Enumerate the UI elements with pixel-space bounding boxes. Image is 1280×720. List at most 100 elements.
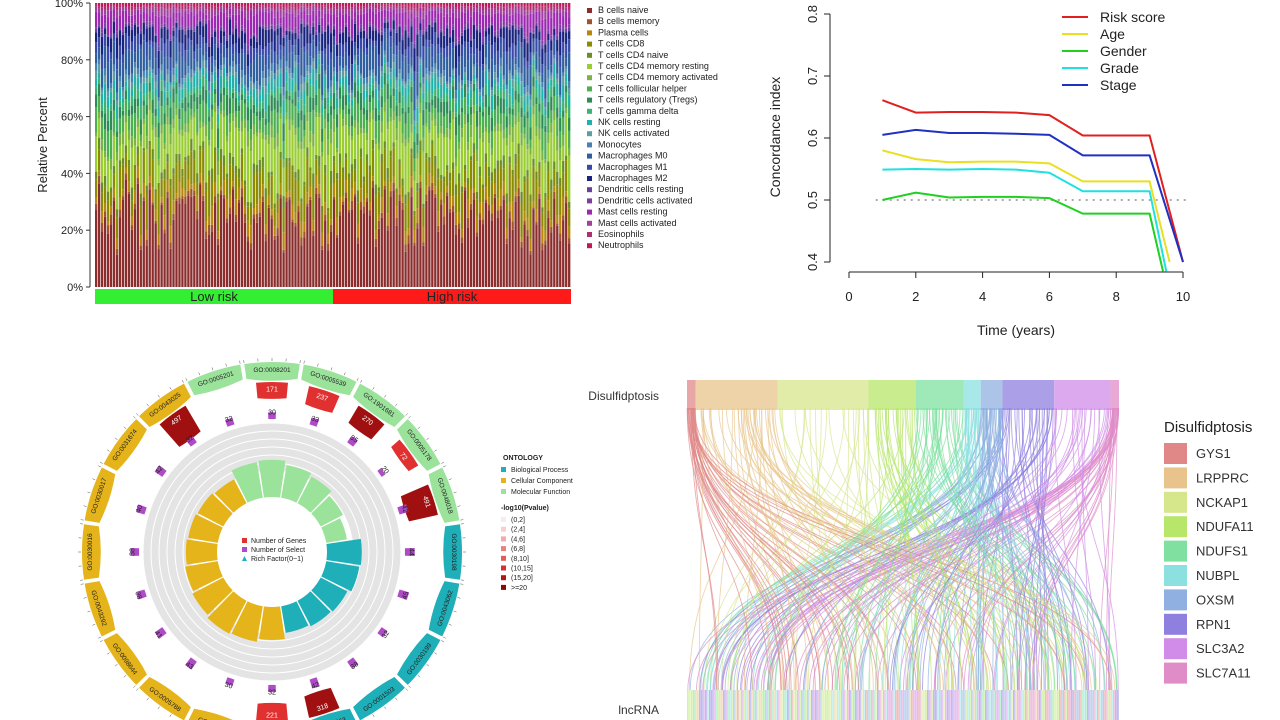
bar-segment <box>544 3 547 7</box>
bar-segment <box>267 3 270 5</box>
bar-segment <box>413 17 416 42</box>
bar-segment <box>118 7 122 16</box>
bar-segment <box>437 112 440 134</box>
bar-segment <box>338 215 342 287</box>
bar-segment <box>231 6 235 15</box>
sankey-flow <box>935 407 1069 691</box>
bar-segment <box>267 29 270 44</box>
bar-segment <box>532 13 535 30</box>
legend-label: Mast cells resting <box>598 207 668 217</box>
bar-segment <box>109 10 113 34</box>
bar-segment <box>285 28 288 30</box>
bar-segment <box>499 72 502 88</box>
bar-segment <box>374 121 377 139</box>
bar-segment <box>538 40 541 58</box>
bar-segment <box>121 5 125 8</box>
bar-segment <box>124 69 128 75</box>
bar-segment <box>568 18 571 25</box>
bar-segment <box>133 168 136 191</box>
bar-segment <box>514 5 517 13</box>
bar-segment <box>365 161 369 194</box>
bar-segment <box>350 9 354 19</box>
bar-segment <box>350 188 354 201</box>
bar-segment <box>166 74 169 82</box>
bar-segment <box>151 11 154 22</box>
bar-segment <box>193 7 196 9</box>
bar-segment <box>184 30 187 35</box>
bar-segment <box>234 8 238 15</box>
bar-segment <box>353 127 357 159</box>
bar-segment <box>172 3 175 5</box>
bar-segment <box>106 36 110 47</box>
bar-segment <box>228 213 232 287</box>
sankey-target-node <box>769 690 771 720</box>
bar-segment <box>350 39 354 41</box>
bar-segment <box>175 66 178 79</box>
bar-segment <box>469 114 473 126</box>
bar-segment <box>315 90 318 95</box>
bar-segment <box>446 192 449 196</box>
bar-segment <box>341 3 345 7</box>
sankey-target-node <box>791 690 793 720</box>
bar-segment <box>333 119 336 133</box>
bar-segment <box>452 169 455 197</box>
bar-segment <box>416 228 419 287</box>
bar-segment <box>136 68 139 75</box>
select-count-bar <box>185 657 197 670</box>
bar-segment <box>130 23 134 27</box>
bar-segment <box>425 27 428 29</box>
bar-segment <box>285 5 288 9</box>
bar-segment <box>446 24 449 29</box>
bar-segment <box>181 28 184 30</box>
bar-segment <box>318 155 321 167</box>
bar-segment <box>151 5 154 7</box>
bar-segment <box>535 38 538 53</box>
bar-segment <box>526 6 529 11</box>
bar-segment <box>127 130 131 140</box>
legend-label: Mast cells activated <box>598 218 677 228</box>
sankey-flow <box>824 407 1081 691</box>
bar-segment <box>225 94 229 116</box>
bar-segment <box>163 179 166 216</box>
bar-segment <box>136 4 139 8</box>
scale-tick <box>317 363 319 367</box>
bar-segment <box>333 161 336 183</box>
bar-segment <box>446 3 449 7</box>
bar-segment <box>389 196 392 287</box>
sankey-flows <box>686 380 1120 720</box>
bar-segment <box>353 46 357 56</box>
bar-segment <box>469 203 473 210</box>
bar-segment <box>425 31 428 40</box>
bar-segment <box>294 29 297 33</box>
bar-segment <box>139 34 142 45</box>
bar-segment <box>330 33 333 53</box>
bar-segment <box>553 86 556 96</box>
bar-segment <box>95 171 98 180</box>
bar-segment <box>172 5 175 13</box>
bar-segment <box>457 114 461 126</box>
bar-segment <box>294 106 297 129</box>
scale-tick <box>239 360 241 364</box>
bar-segment <box>380 4 383 7</box>
bar-segment <box>502 38 505 53</box>
bar-segment <box>205 3 208 6</box>
bar-segment <box>499 98 502 114</box>
bar-segment <box>333 14 336 25</box>
bar-segment <box>172 168 175 175</box>
bar-segment <box>273 138 276 150</box>
sankey-target-node <box>865 690 867 720</box>
bar-segment <box>556 6 559 10</box>
bar-segment <box>505 6 508 14</box>
bar-segment <box>410 19 413 24</box>
bar-segment <box>118 217 122 287</box>
bar-segment <box>249 81 253 91</box>
bar-segment <box>148 6 151 9</box>
bar-segment <box>374 75 377 82</box>
sankey-target-node <box>901 690 903 720</box>
rich-factor-wedge <box>258 459 286 499</box>
bar-segment <box>452 74 455 80</box>
bar-segment <box>315 79 318 91</box>
bar-segment <box>246 220 250 237</box>
bar-segment <box>523 220 526 225</box>
